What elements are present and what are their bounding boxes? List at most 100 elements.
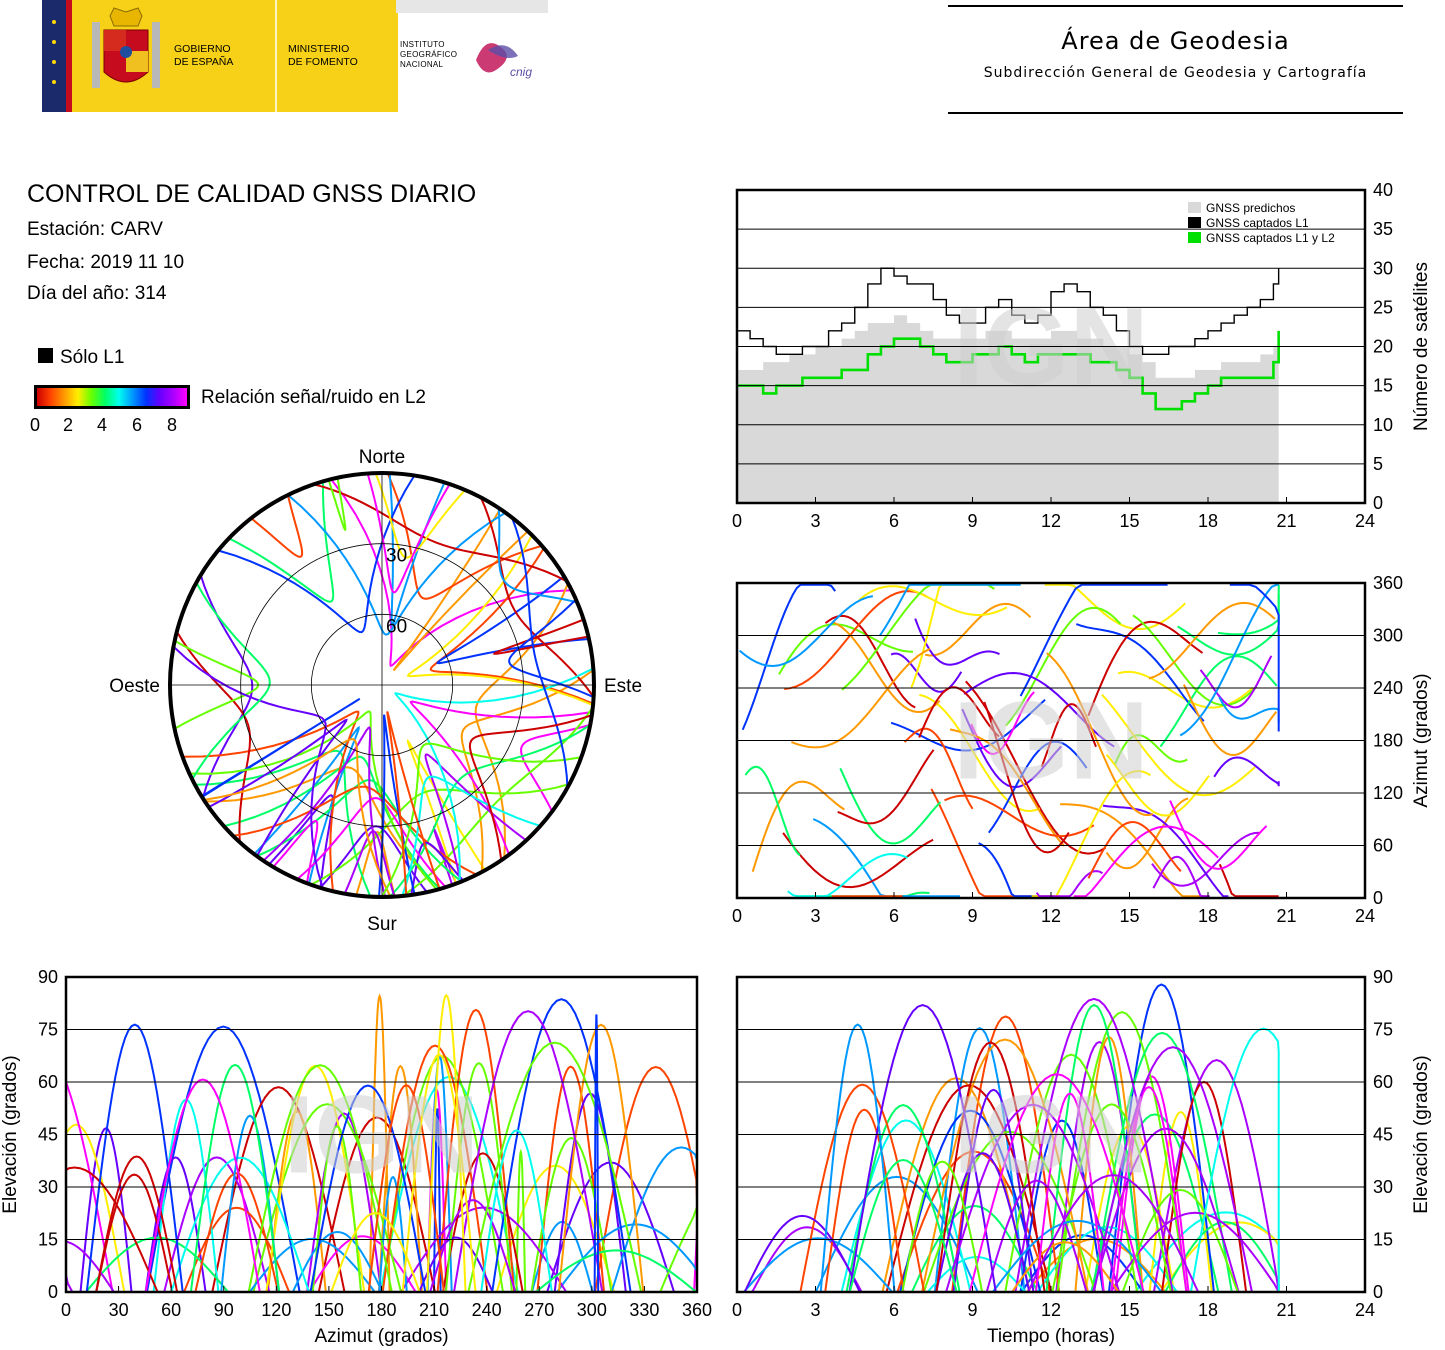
skyplot-track xyxy=(262,726,387,898)
elevation-track xyxy=(593,1014,600,1293)
ign-logo-text: INSTITUTO GEOGRÁFICO NACIONAL xyxy=(400,40,457,70)
x-tick-label: 0 xyxy=(61,1300,71,1320)
azimuth-track xyxy=(978,842,1058,898)
x-tick-label: 60 xyxy=(161,1300,181,1320)
y-tick-label: 0 xyxy=(1373,1282,1383,1302)
azimuth-track xyxy=(970,691,1035,756)
azimuth-track xyxy=(890,698,1046,752)
ministry-line1: MINISTERIO xyxy=(288,43,349,55)
elevation-time-track xyxy=(952,1088,1035,1293)
skyplot-track xyxy=(330,478,572,668)
y-tick-label: 20 xyxy=(1373,337,1393,357)
skyplot-track xyxy=(250,494,304,558)
elevation-track xyxy=(311,1125,362,1293)
x-tick-label: 18 xyxy=(1198,1300,1218,1320)
azimuth-track xyxy=(983,701,1070,854)
azimuth-track xyxy=(1046,652,1154,817)
y-tick-label: 90 xyxy=(38,967,58,987)
legend-label: GNSS captados L1 xyxy=(1206,216,1309,230)
elevation-time-track xyxy=(824,1108,905,1293)
azimuth-track xyxy=(1087,821,1182,879)
azimuth-track xyxy=(837,749,935,825)
elevation-time-chart: IGN 0 15 30 45 60 75 90 0 3 6 9 12 15 18 21 24 Elevación … xyxy=(732,967,1432,1347)
y-tick-label: 45 xyxy=(1373,1125,1393,1145)
azimuth-track xyxy=(1044,583,1186,631)
x-tick-label: 360 xyxy=(682,1300,712,1320)
azimuth-track xyxy=(1169,800,1268,870)
y-tick-label: 0 xyxy=(1373,493,1383,513)
snr-tick: 8 xyxy=(167,415,178,435)
skyplot-track xyxy=(510,517,569,788)
snr-tick: 6 xyxy=(132,415,143,435)
skyplot-track xyxy=(508,598,595,699)
legend-label: GNSS captados L1 y L2 xyxy=(1206,231,1335,245)
skyplot-track xyxy=(268,794,334,889)
y-tick-label: 60 xyxy=(38,1072,58,1092)
elevation-track xyxy=(309,1084,427,1293)
coat-of-arms-icon xyxy=(92,7,160,88)
x-tick-label: 180 xyxy=(366,1300,396,1320)
y-axis-label: Elevación (grados) xyxy=(0,1055,21,1213)
elevation-track xyxy=(194,1172,279,1293)
skyplot-track xyxy=(355,831,396,897)
skyplot-track xyxy=(203,738,392,898)
x-tick-label: 21 xyxy=(1276,511,1296,531)
skyplot-track xyxy=(468,714,593,861)
azimuth-track xyxy=(1152,855,1210,898)
y-tick-label: 0 xyxy=(48,1282,58,1302)
x-tick-label: 3 xyxy=(810,1300,820,1320)
azimuth-track xyxy=(1040,703,1097,768)
x-tick-label: 90 xyxy=(214,1300,234,1320)
x-tick-label: 270 xyxy=(524,1300,554,1320)
ign-watermark: IGN xyxy=(953,680,1149,803)
doy-label: Día del año: 314 xyxy=(27,283,167,304)
satellite-count-plot-area xyxy=(737,267,1280,503)
azimuth-track xyxy=(1035,870,1103,898)
x-tick-label: 30 xyxy=(109,1300,129,1320)
elevation-time-track xyxy=(968,1073,1145,1293)
elevation-track xyxy=(556,1223,698,1293)
x-tick-label: 240 xyxy=(472,1300,502,1320)
skyplot-track xyxy=(393,667,594,883)
x-tick-label: 120 xyxy=(261,1300,291,1320)
elevation-time-frame xyxy=(735,975,1367,1294)
elevation-time-track xyxy=(743,1237,893,1293)
x-tick-label: 18 xyxy=(1198,906,1218,926)
elevation-time-track xyxy=(1014,997,1174,1293)
azimuth-track xyxy=(924,602,1032,657)
skyplot-tracks xyxy=(172,472,595,898)
elevation-track xyxy=(536,1065,605,1293)
elevation-time-track xyxy=(1108,983,1215,1293)
x-tick-label: 12 xyxy=(1041,1300,1061,1320)
snr-tick: 2 xyxy=(63,415,74,435)
elevation-track xyxy=(453,1010,604,1293)
y-tick-label: 30 xyxy=(1373,1177,1393,1197)
azimuth-track xyxy=(1060,803,1208,898)
y-tick-label: 35 xyxy=(1373,219,1393,239)
azimuth-track xyxy=(1217,584,1280,636)
azimuth-track xyxy=(1218,863,1279,898)
station-label: Estación: CARV xyxy=(27,219,163,240)
elevation-time-track xyxy=(1109,1211,1280,1293)
l1-legend-swatch xyxy=(38,348,53,363)
x-tick-label: 21 xyxy=(1276,1300,1296,1320)
elevation-track xyxy=(95,1155,179,1293)
y-tick-label: 30 xyxy=(38,1177,58,1197)
x-axis-label: Azimut (grados) xyxy=(314,1326,448,1347)
azimuth-track xyxy=(1151,831,1260,887)
y-axis-label: Azimut (grados) xyxy=(1411,673,1432,807)
azimuth-track xyxy=(1101,693,1256,797)
elevation-time-track xyxy=(1092,1046,1253,1293)
skyplot-track xyxy=(474,582,569,859)
y-axis-label: Elevación (grados) xyxy=(1411,1055,1432,1213)
satellite-count-chart: IGN 0 5 10 15 20 25 30 35 40 0 3 6 9 12 15 18 21 24 Número … xyxy=(732,180,1432,531)
x-tick-label: 24 xyxy=(1355,511,1375,531)
azimuth-track xyxy=(1087,620,1204,717)
azimuth-track xyxy=(1113,734,1188,766)
satellite-count-frame xyxy=(735,188,1367,505)
elevation-time-track xyxy=(799,1083,926,1293)
elevation-track xyxy=(467,1041,643,1293)
skyplot-track xyxy=(429,547,594,705)
x-tick-label: 9 xyxy=(967,1300,977,1320)
azimuth-track xyxy=(1132,614,1258,707)
